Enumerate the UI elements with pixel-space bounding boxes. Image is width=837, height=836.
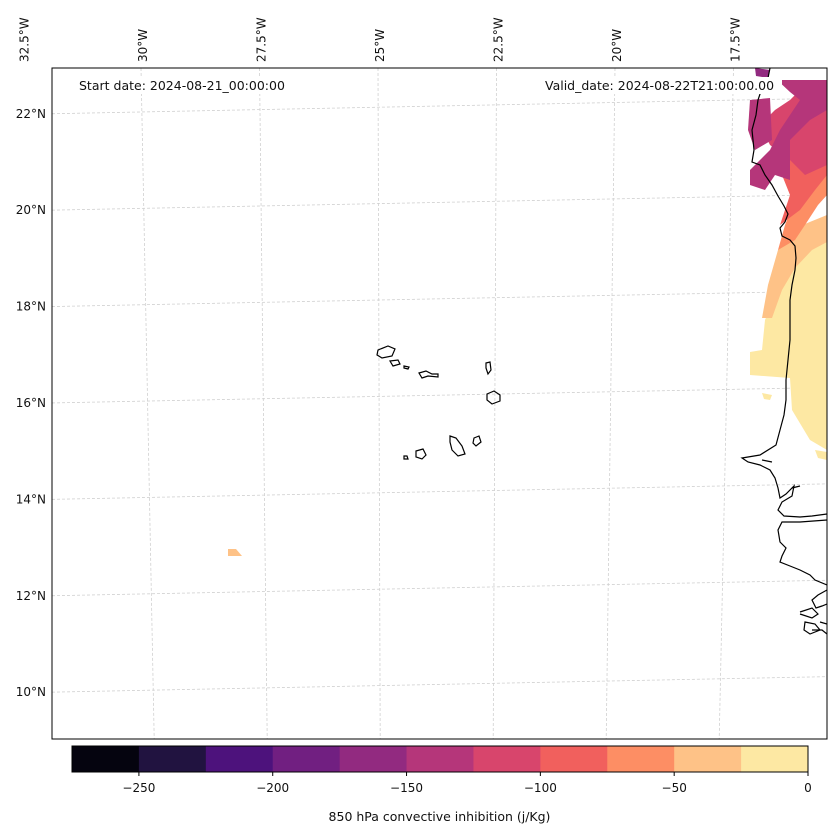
colorbar-tick-label: −200: [256, 781, 289, 795]
island-sal: [485, 361, 492, 376]
lon-gridline: [377, 68, 381, 739]
colorbar-tick-label: −100: [524, 781, 557, 795]
start-date-label: Start date: 2024-08-21_00:00:00: [71, 77, 293, 94]
lon-tick-label: 25°W: [373, 29, 387, 62]
lat-tick-label: 12°N: [16, 589, 46, 603]
island-sao-vicente: [389, 359, 401, 367]
island-santa-luzia: [403, 365, 410, 370]
colorbar-frame: [71, 745, 809, 773]
lon-tick-label: 22.5°W: [492, 17, 506, 62]
cin-patch-yellow-small: [762, 393, 772, 400]
island-boa-vista: [486, 390, 501, 405]
lat-tick-label: 18°N: [16, 300, 46, 314]
colorbar-segment: [138, 746, 207, 772]
coastline: [740, 68, 827, 635]
cin-patch-orange-west: [228, 549, 242, 556]
colorbar-tick-label: −50: [662, 781, 687, 795]
island-maio: [472, 435, 482, 447]
island-brava: [403, 455, 409, 460]
map-background: [52, 68, 827, 739]
colorbar-tick-label: −250: [122, 781, 155, 795]
island-santo-antao: [376, 345, 396, 359]
island-sao-nicolau: [418, 370, 439, 379]
island-santiago: [449, 435, 466, 457]
latitude-labels: 22°N 20°N 18°N 16°N 14°N 12°N 10°N: [16, 107, 46, 699]
cin-band-light-orange: [762, 215, 827, 318]
lat-tick-label: 16°N: [16, 396, 46, 410]
cin-patch-magenta-west: [748, 98, 772, 150]
lat-gridline: [52, 387, 827, 404]
colorbar-segment: [473, 746, 541, 772]
colorbar-segment: [674, 746, 742, 772]
lon-tick-label: 30°W: [136, 29, 150, 62]
cin-band-magenta: [750, 78, 827, 190]
cin-field: [228, 68, 827, 556]
cin-patch-yellow-small-2: [815, 450, 827, 460]
cin-band-yellow: [750, 230, 827, 450]
lon-gridline: [259, 68, 268, 739]
colorbar-segment: [741, 746, 809, 772]
longitude-labels: 32.5°W 30°W 27.5°W 25°W 22.5°W 20°W 17.5°W: [18, 17, 743, 62]
colorbar-segment: [205, 746, 274, 772]
lon-tick-label: 17.5°W: [729, 17, 743, 62]
gridlines: [52, 68, 827, 739]
lon-gridline: [140, 68, 155, 739]
lat-tick-label: 14°N: [16, 492, 46, 506]
lat-gridline: [52, 483, 827, 500]
lat-gridline: [52, 97, 827, 115]
colorbar-label: 850 hPa convective inhibition (j/Kg): [328, 809, 551, 824]
lat-tick-label: 20°N: [16, 203, 46, 217]
valid-date-label: Valid_date: 2024-08-22T21:00:00.00: [537, 77, 783, 94]
lat-gridline: [52, 290, 827, 307]
coastline-mainland: [740, 68, 827, 518]
lon-gridline: [718, 68, 734, 739]
colorbar-tick-label: −150: [390, 781, 423, 795]
colorbar-segment: [607, 746, 675, 772]
lon-tick-label: 20°W: [610, 29, 624, 62]
lon-gridline: [605, 68, 616, 739]
colorbar-tick-label: 0: [804, 781, 812, 795]
coastline-inland: [761, 459, 801, 489]
cape-verde-islands: [376, 345, 501, 460]
colorbar-segment: [339, 746, 408, 772]
map-frame: [51, 67, 828, 740]
lat-tick-label: 10°N: [16, 685, 46, 699]
colorbar-segment: [272, 746, 341, 772]
cin-patch-purple: [755, 68, 770, 78]
lat-gridline: [52, 676, 827, 693]
lat-tick-label: 22°N: [16, 107, 46, 121]
lat-gridline: [52, 194, 827, 211]
lon-tick-label: 32.5°W: [18, 17, 32, 62]
colorbar-segment: [72, 746, 140, 772]
colorbar-segment: [406, 746, 474, 772]
lat-gridline: [52, 579, 827, 597]
lon-tick-label: 27.5°W: [255, 17, 269, 62]
colorbar-segment: [540, 746, 608, 772]
island-fogo: [415, 448, 427, 460]
coastline-guinea-bissau: [799, 589, 827, 635]
coastline-gambia-senegal: [777, 519, 827, 586]
colorbar: −250 −200 −150 −100 −50 0: [71, 745, 812, 795]
